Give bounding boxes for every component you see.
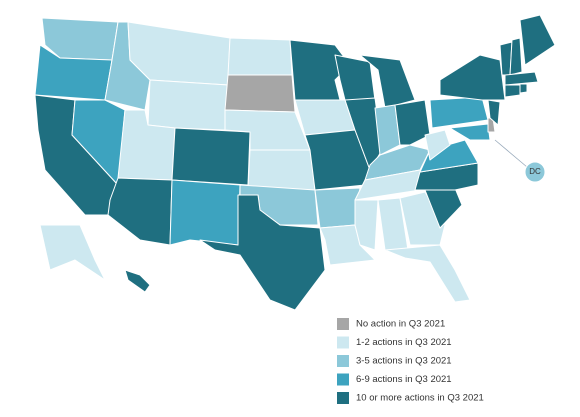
state <box>124 269 151 293</box>
state <box>399 191 446 246</box>
legend-label: 10 or more actions in Q3 2021 <box>356 393 484 404</box>
dc-marker <box>524 161 546 183</box>
state <box>394 99 431 146</box>
state <box>439 54 506 101</box>
state <box>429 96 489 129</box>
state <box>487 99 501 126</box>
dc-label: DC <box>529 167 541 176</box>
legend-label: No action in Q3 2021 <box>356 319 445 330</box>
state <box>519 83 528 94</box>
state <box>504 84 521 98</box>
legend-swatch <box>337 336 349 349</box>
legend-swatch <box>337 355 349 367</box>
state <box>224 74 296 113</box>
dc-leader <box>494 139 528 168</box>
legend-label: 1-2 actions in Q3 2021 <box>356 337 452 348</box>
state <box>199 194 326 311</box>
state <box>247 149 316 191</box>
states <box>34 14 556 311</box>
legend-label: 6-9 actions in Q3 2021 <box>356 374 452 385</box>
state <box>171 127 251 186</box>
state <box>294 99 356 136</box>
legend-swatch <box>337 373 349 386</box>
state <box>354 199 379 251</box>
legend-label: 3-5 actions in Q3 2021 <box>356 356 452 367</box>
state <box>519 14 556 66</box>
state <box>314 187 361 229</box>
state <box>504 71 539 86</box>
state <box>419 139 479 173</box>
legend-swatch <box>337 392 349 404</box>
state <box>169 179 241 246</box>
state <box>424 129 451 161</box>
legend-swatch <box>337 318 349 330</box>
state <box>147 79 229 131</box>
state <box>449 123 491 141</box>
state <box>39 224 106 281</box>
state <box>227 37 293 76</box>
state <box>384 244 471 303</box>
state <box>107 177 173 246</box>
state <box>509 37 523 76</box>
legend: No action in Q3 2021 1-2 actions in Q3 20… <box>337 318 484 404</box>
